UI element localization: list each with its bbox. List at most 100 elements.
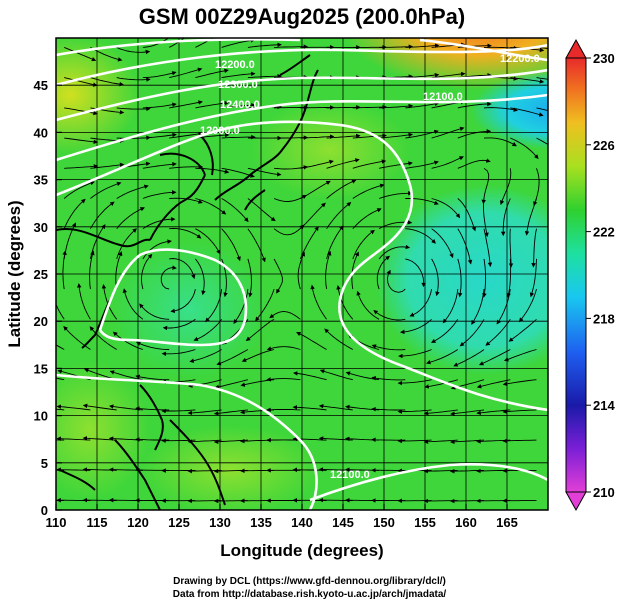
streamline (122, 288, 144, 320)
streamline (379, 44, 414, 49)
contour-label: 12100.0 (330, 469, 370, 481)
colorbar-bottom-arrow (565, 491, 587, 512)
streamline (510, 107, 544, 117)
streamline (378, 191, 413, 199)
streamline (161, 408, 196, 414)
streamline (478, 349, 511, 366)
streamline (397, 409, 432, 414)
contour-label: 12100.0 (423, 91, 463, 103)
streamline (76, 283, 91, 320)
streamline (379, 103, 414, 109)
streamline (169, 100, 203, 109)
streamline (400, 318, 432, 335)
x-tick-label: 155 (414, 515, 436, 530)
streamline (89, 224, 106, 260)
streamline (324, 328, 354, 350)
streamline (221, 71, 256, 79)
streamline (325, 250, 332, 290)
y-tick-label: 35 (34, 173, 48, 188)
streamline (481, 167, 490, 205)
streamline (352, 208, 382, 230)
streamline (90, 77, 124, 87)
streamline (116, 228, 137, 260)
streamline (221, 198, 249, 223)
streamline (169, 67, 203, 79)
streamline (378, 244, 411, 260)
x-tick-label: 130 (209, 515, 231, 530)
streamline (457, 258, 463, 298)
streamline (431, 228, 454, 259)
streamline (141, 253, 153, 290)
streamline (64, 107, 98, 116)
streamline (169, 228, 202, 239)
streamline (216, 349, 249, 366)
streamline (269, 310, 301, 320)
streamline (273, 258, 283, 294)
streamline (431, 198, 461, 219)
streamline (90, 201, 115, 229)
streamline (292, 405, 327, 411)
streamline (459, 319, 485, 347)
streamline (189, 349, 222, 363)
streamline (112, 331, 144, 350)
contour-label: 12300.0 (218, 79, 258, 91)
streamline (352, 229, 375, 260)
streamline (502, 438, 537, 444)
streamline (326, 225, 344, 260)
streamline (483, 198, 489, 238)
streamline (90, 47, 123, 62)
streamline (297, 251, 305, 290)
streamline (266, 346, 301, 351)
streamline (508, 228, 514, 268)
y-tick-label: 20 (34, 314, 48, 329)
streamline (89, 326, 117, 350)
streamline (247, 73, 282, 79)
streamline (352, 183, 385, 199)
streamline (64, 46, 97, 62)
streamline (64, 137, 99, 145)
streamline (195, 258, 206, 296)
streamline (162, 318, 196, 331)
streamline (195, 198, 227, 215)
streamline (483, 137, 517, 147)
streamline (116, 77, 151, 82)
streamline (116, 184, 149, 199)
streamline (187, 409, 222, 416)
streamline (529, 258, 537, 298)
x-tick-label: 120 (127, 515, 149, 530)
streamline (139, 303, 170, 320)
streamline (457, 101, 492, 109)
streamline (221, 228, 241, 262)
streamline (247, 228, 266, 263)
y-axis-label: Latitude (degrees) (5, 200, 24, 347)
streamline (205, 289, 223, 323)
y-tick-label: 45 (34, 78, 48, 93)
streamline (500, 198, 511, 237)
streamline (356, 290, 380, 320)
y-tick-label: 0 (41, 503, 48, 518)
x-tick-label: 110 (46, 515, 67, 530)
streamline (300, 202, 326, 230)
streamline (518, 288, 537, 323)
streamline (142, 71, 177, 79)
streamline (482, 258, 487, 298)
streamline (82, 403, 117, 411)
streamline (255, 288, 275, 322)
streamline (510, 77, 545, 84)
streamline (510, 137, 539, 160)
streamline (326, 202, 352, 229)
streamline (266, 377, 301, 382)
streamline (247, 198, 276, 222)
streamline (503, 349, 537, 362)
coastlines (56, 54, 319, 510)
credit-data: Data from http://database.rish.kyoto-u.a… (172, 589, 447, 600)
streamline (116, 207, 145, 229)
streamline (405, 101, 440, 109)
streamline (273, 224, 305, 236)
colorbar-tick-label: 230 (593, 51, 615, 66)
contour-labels: 12100.0 12200.0 12300.0 12400.0 12000.0 … (200, 53, 540, 481)
streamline (502, 379, 537, 387)
y-tick-label: 25 (34, 267, 48, 282)
streamline (536, 77, 548, 80)
